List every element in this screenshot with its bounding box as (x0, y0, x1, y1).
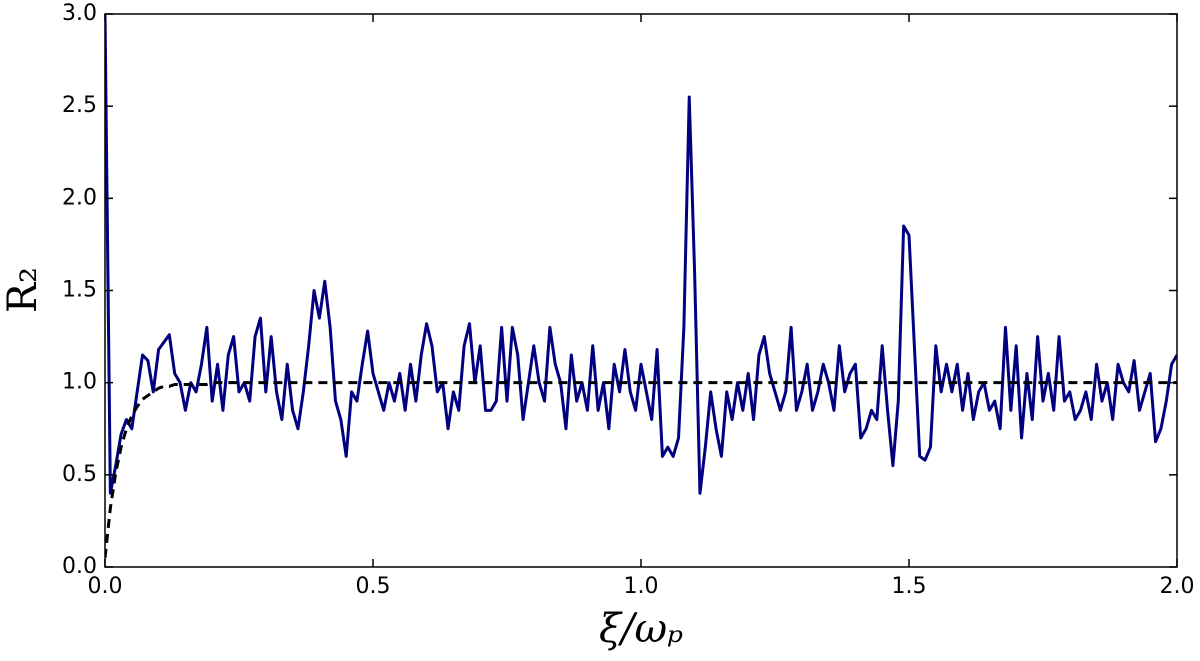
data-line (105, 381, 1177, 558)
y-tick-label: 0.5 (62, 462, 97, 487)
y-axis-label: R₂ (0, 267, 46, 313)
x-axis-label: ξ/ωₚ (599, 606, 683, 652)
data-line (105, 14, 1177, 495)
x-tick-label: 0.5 (356, 574, 391, 599)
y-tick-label: 2.0 (62, 185, 97, 210)
x-tick-label: 0.0 (88, 574, 123, 599)
plot-frame (104, 13, 1178, 568)
x-tick-label: 2.0 (1160, 574, 1195, 599)
x-tick-label: 1.5 (892, 574, 927, 599)
y-tick-label: 1.5 (62, 278, 97, 303)
x-tick-label: 1.0 (624, 574, 659, 599)
y-tick-label: 1.0 (62, 370, 97, 395)
y-tick-label: 0.0 (62, 554, 97, 579)
y-tick-label: 2.5 (62, 93, 97, 118)
y-tick-label: 3.0 (62, 1, 97, 26)
